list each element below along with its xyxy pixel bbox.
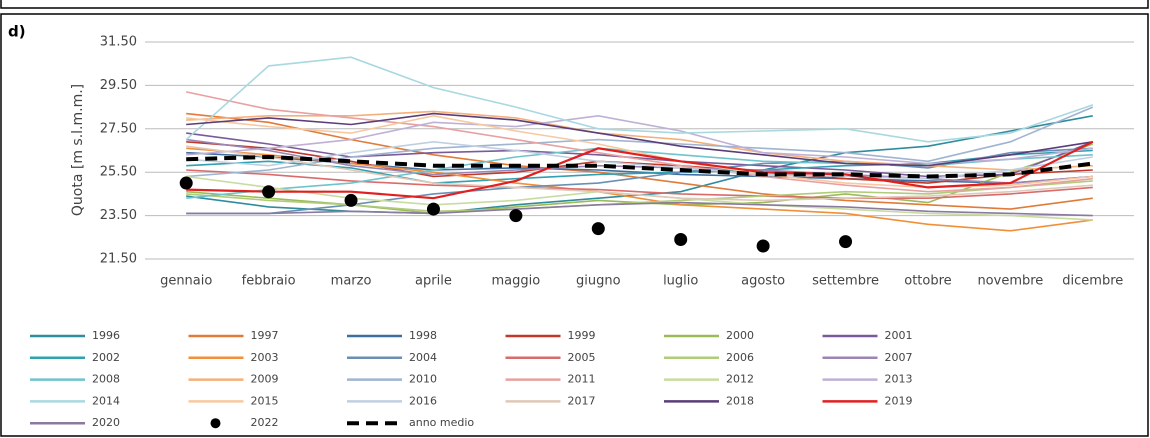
- legend-label: 2003: [251, 351, 279, 364]
- x-tick-label: marzo: [331, 274, 372, 289]
- x-tick-label: agosto: [741, 274, 785, 289]
- legend-label: 2017: [568, 394, 596, 407]
- legend-label: 2004: [409, 351, 437, 364]
- legend-marker: [210, 418, 221, 429]
- data-point: [756, 239, 770, 253]
- legend-label: 2008: [92, 373, 120, 386]
- legend-label: 1999: [568, 329, 596, 342]
- series-line: [186, 169, 1093, 199]
- legend-label: 2006: [726, 351, 754, 364]
- x-tick-label: novembre: [977, 274, 1043, 289]
- x-tick-label: ottobre: [904, 274, 951, 289]
- legend-label: 2014: [92, 394, 120, 407]
- x-tick-label: gennaio: [160, 274, 212, 289]
- series-line: [186, 140, 1094, 200]
- legend-label: 2007: [885, 351, 913, 364]
- legend-label: 2010: [409, 373, 437, 386]
- panel-frame: [0, 13, 1149, 437]
- y-tick-label: 31.50: [100, 35, 137, 50]
- legend-label: 2012: [726, 373, 754, 386]
- panel-frame-c: [0, 0, 1149, 9]
- y-tick-label: 29.50: [100, 78, 137, 93]
- x-tick-label: aprile: [415, 274, 452, 289]
- legend-label: 2002: [92, 351, 120, 364]
- legend-label: 1997: [251, 329, 279, 342]
- series-line: [186, 147, 1093, 232]
- data-point: [262, 185, 276, 199]
- series-line: [186, 114, 1093, 165]
- data-point: [674, 232, 688, 246]
- legend-label: 1998: [409, 329, 437, 342]
- legend-label: 1996: [92, 329, 120, 342]
- legend-label: 2016: [409, 394, 437, 407]
- series-line: [186, 180, 1093, 213]
- data-point: [344, 193, 358, 207]
- legend-label: 2013: [885, 373, 913, 386]
- x-tick-label: luglio: [663, 274, 698, 289]
- data-point: [839, 235, 853, 249]
- series-line: [186, 91, 1093, 193]
- data-point: [591, 222, 605, 236]
- series-line: [186, 145, 1093, 202]
- legend-label: 2011: [568, 373, 596, 386]
- legend-label: 2018: [726, 394, 754, 407]
- data-point: [426, 202, 440, 216]
- series-line: [186, 112, 1093, 167]
- x-tick-label: febbraio: [242, 274, 296, 289]
- legend-label: 2009: [251, 373, 279, 386]
- x-tick-label: settembre: [812, 274, 879, 289]
- legend-label: 2005: [568, 351, 596, 364]
- series-line: [186, 140, 1093, 180]
- y-axis-label: Quota [m s.l.m.m.]: [70, 84, 86, 216]
- legend-label: 2001: [885, 329, 913, 342]
- legend-label: 2022: [251, 416, 279, 429]
- series-line: [186, 138, 1093, 184]
- data-point: [509, 209, 523, 223]
- x-tick-label: maggio: [492, 274, 541, 289]
- x-tick-label: dicembre: [1062, 274, 1123, 289]
- legend-label: 2020: [92, 416, 120, 429]
- y-tick-label: 27.50: [100, 121, 137, 136]
- series-line: [185, 56, 1094, 143]
- y-tick-label: 25.50: [100, 165, 137, 180]
- y-tick-label: 21.50: [100, 252, 137, 267]
- x-tick-label: giugno: [576, 274, 621, 289]
- series-line: [186, 106, 1094, 178]
- legend-label: 2000: [726, 329, 754, 342]
- y-tick-label: 23.50: [100, 208, 137, 223]
- series-line: [186, 201, 1093, 217]
- legend-label: 2019: [885, 394, 913, 407]
- legend-label: anno medio: [409, 416, 474, 429]
- data-point: [179, 176, 193, 190]
- panel-label: d): [8, 23, 26, 41]
- legend-label: 2015: [251, 394, 279, 407]
